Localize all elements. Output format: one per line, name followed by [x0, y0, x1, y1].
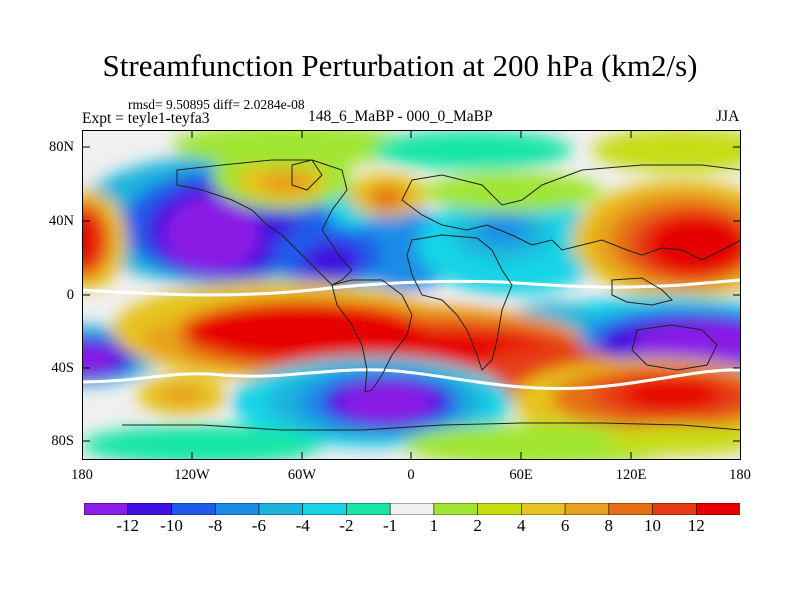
colorbar-label: -2 — [339, 516, 354, 535]
colorbar-label: -12 — [116, 516, 140, 535]
colorbar-label: -10 — [160, 516, 183, 535]
colorbar-label: -6 — [251, 516, 266, 535]
colorbar-label: -4 — [295, 516, 310, 535]
colorbar-swatch — [695, 503, 740, 515]
season-label: JJA — [716, 108, 740, 125]
colorbar-label: 2 — [473, 516, 482, 535]
lon-label-60w: 60W — [287, 467, 317, 483]
colorbar-label: 12 — [687, 516, 705, 535]
lat-label-80s: 80S — [51, 433, 74, 449]
lon-label-120w: 120W — [174, 467, 210, 483]
plot-title: Streamfunction Perturbation at 200 hPa (… — [102, 48, 698, 83]
lat-label-80n: 80N — [49, 139, 74, 155]
colorbar-swatch — [346, 503, 391, 515]
colorbar-swatch — [171, 503, 216, 515]
colorbar-label: 8 — [604, 516, 614, 535]
colorbar-swatch — [564, 503, 610, 515]
colorbar-swatch — [389, 503, 435, 515]
colorbar-swatch — [521, 503, 566, 515]
colorbar-swatch — [127, 503, 173, 515]
colorbar — [84, 503, 740, 515]
lon-label-180e: 180 — [729, 467, 751, 483]
colorbar-label: 6 — [560, 516, 570, 535]
axis-ticks — [82, 130, 741, 460]
rmsd-diff-stats: rmsd= 9.50895 diff= 2.0284e-08 — [128, 97, 305, 112]
lat-label-40s: 40S — [51, 360, 74, 376]
period-label: 148_6_MaBP - 000_0_MaBP — [308, 108, 493, 125]
colorbar-swatch — [84, 503, 129, 515]
experiment-label: Expt = teyle1-teyfa3 — [82, 110, 210, 127]
colorbar-label: 10 — [644, 516, 661, 535]
lon-label-0: 0 — [407, 467, 415, 483]
lat-label-0: 0 — [66, 287, 74, 303]
colorbar-swatch — [302, 503, 347, 515]
lat-label-40n: 40N — [49, 213, 74, 229]
colorbar-swatch — [608, 503, 654, 515]
colorbar-label: -1 — [383, 516, 398, 535]
colorbar-label: 4 — [517, 516, 526, 535]
colorbar-swatch — [258, 503, 304, 515]
lon-label-180w: 180 — [71, 467, 93, 483]
colorbar-swatch — [652, 503, 697, 515]
lon-label-60e: 60E — [509, 467, 533, 483]
colorbar-swatch — [214, 503, 260, 515]
lon-label-120e: 120E — [615, 467, 647, 483]
colorbar-label: -8 — [208, 516, 223, 535]
streamfunction-map — [82, 130, 741, 460]
zero-contours — [82, 278, 741, 391]
contour-fields — [82, 130, 741, 460]
coastlines — [122, 159, 741, 431]
colorbar-swatch — [433, 503, 479, 515]
colorbar-swatch — [477, 503, 522, 515]
colorbar-label: 1 — [429, 516, 439, 535]
